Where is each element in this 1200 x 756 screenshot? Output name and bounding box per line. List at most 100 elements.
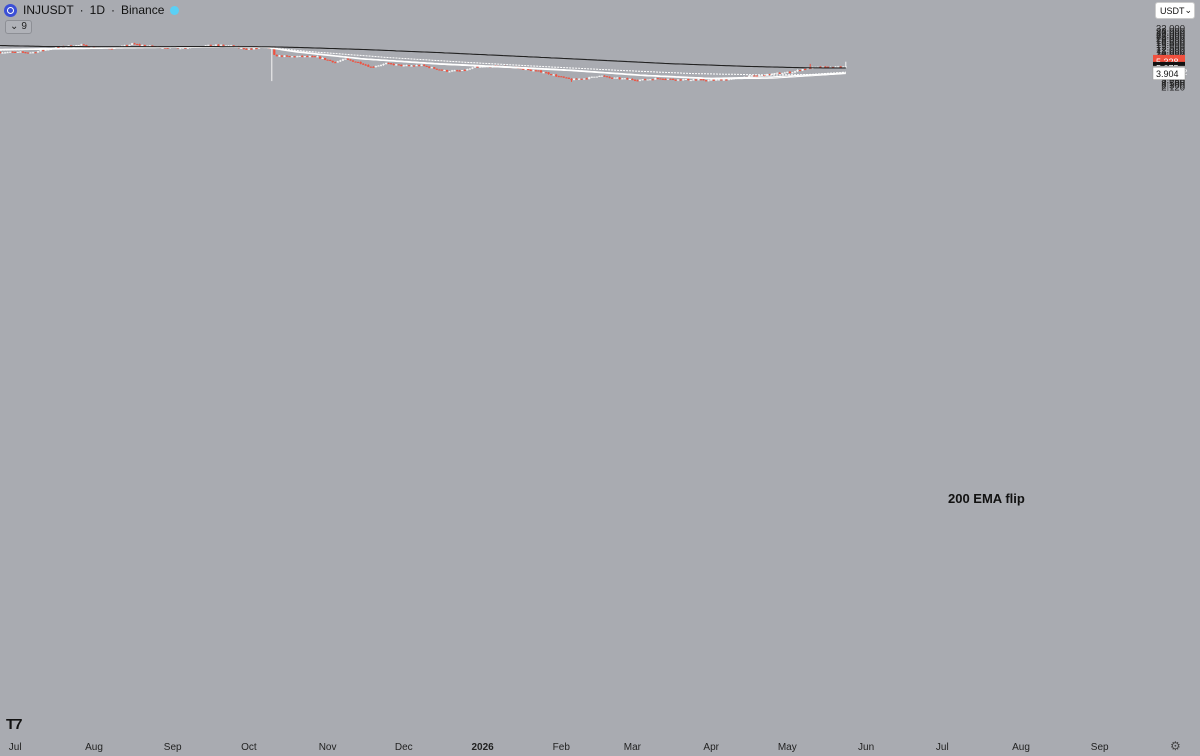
candle bbox=[661, 78, 664, 80]
candle bbox=[524, 69, 527, 71]
candle bbox=[532, 69, 535, 72]
x-tick-label: Sep bbox=[1091, 742, 1109, 753]
indicator-count: 9 bbox=[21, 21, 27, 32]
candle bbox=[308, 55, 311, 58]
candle bbox=[390, 63, 393, 65]
candle bbox=[349, 59, 352, 61]
candle bbox=[296, 55, 299, 58]
candle bbox=[605, 76, 609, 78]
candle bbox=[654, 77, 657, 80]
candle bbox=[291, 56, 294, 58]
candle bbox=[16, 51, 19, 53]
candle bbox=[405, 64, 408, 67]
candle bbox=[136, 43, 139, 46]
candle bbox=[595, 76, 598, 78]
candle bbox=[293, 56, 296, 58]
candle bbox=[776, 72, 779, 74]
candle bbox=[397, 64, 400, 66]
candle bbox=[626, 77, 629, 80]
candle bbox=[423, 64, 426, 67]
candle bbox=[326, 59, 329, 61]
x-tick-label: Apr bbox=[703, 742, 719, 753]
candle bbox=[837, 65, 840, 68]
candle bbox=[445, 69, 449, 72]
candle bbox=[608, 76, 611, 79]
candle bbox=[14, 51, 17, 53]
y-tick-label: 13.500 bbox=[1156, 42, 1185, 53]
candle bbox=[410, 65, 413, 67]
candle bbox=[613, 77, 616, 79]
candle bbox=[179, 48, 182, 50]
candle bbox=[705, 80, 708, 82]
candle bbox=[9, 51, 12, 53]
candle bbox=[555, 73, 558, 77]
candle bbox=[773, 73, 776, 75]
candle bbox=[659, 78, 662, 80]
candle bbox=[344, 58, 347, 60]
candle bbox=[463, 69, 466, 72]
time-axis: Jul Aug Sep Oct Nov Dec 2026 Feb Mar Apr May Jun Jul… bbox=[9, 742, 1109, 753]
gear-icon[interactable]: ⚙ bbox=[1170, 739, 1181, 753]
y-tick-label: 16.500 bbox=[1156, 38, 1185, 49]
ribbon-price-label: 3.904 bbox=[1152, 67, 1186, 80]
candle bbox=[453, 69, 456, 72]
candle bbox=[753, 75, 756, 77]
candle bbox=[219, 44, 223, 46]
candle bbox=[222, 44, 225, 46]
candle bbox=[570, 78, 573, 82]
indicators-toggle[interactable]: ⌄ 9 bbox=[5, 20, 32, 34]
candle bbox=[583, 78, 586, 80]
x-tick-label: Oct bbox=[241, 742, 257, 753]
x-tick-label: Feb bbox=[553, 742, 571, 753]
candle bbox=[0, 51, 2, 54]
candle bbox=[466, 68, 469, 71]
chevron-down-icon: ⌄ bbox=[1184, 5, 1193, 15]
y-tick-label: 2.120 bbox=[1161, 82, 1185, 93]
annotation-text: 200 EMA flip bbox=[948, 491, 1025, 506]
candle bbox=[354, 61, 357, 63]
candle bbox=[791, 71, 794, 74]
candle bbox=[666, 78, 670, 80]
candle bbox=[313, 56, 316, 58]
tradingview-logo-icon[interactable]: T7 bbox=[6, 716, 22, 733]
candle bbox=[771, 73, 774, 76]
currency-selector[interactable]: USDT ⌄ bbox=[1155, 2, 1195, 19]
candle bbox=[590, 76, 593, 78]
candle bbox=[415, 64, 418, 67]
candle bbox=[245, 48, 248, 50]
candle bbox=[400, 64, 403, 67]
candle bbox=[722, 79, 725, 81]
candle bbox=[471, 67, 474, 70]
candle bbox=[42, 49, 45, 52]
candle bbox=[392, 63, 395, 66]
symbol-name[interactable]: INJUSDT bbox=[23, 3, 74, 17]
candle bbox=[138, 43, 141, 46]
candle bbox=[451, 69, 454, 72]
candle bbox=[575, 78, 578, 80]
ema200-line bbox=[0, 44, 846, 69]
candle bbox=[252, 47, 256, 50]
candle bbox=[6, 51, 9, 54]
candle bbox=[636, 79, 639, 82]
candle bbox=[796, 69, 799, 72]
candle bbox=[77, 45, 80, 47]
interval[interactable]: 1D bbox=[89, 3, 106, 17]
candle bbox=[565, 77, 568, 79]
live-dot-icon bbox=[170, 5, 180, 15]
y-tick-label: 24.000 bbox=[1156, 30, 1185, 41]
y-tick-label: 3.000 bbox=[1161, 75, 1185, 86]
candle bbox=[567, 77, 570, 79]
candle bbox=[684, 78, 687, 80]
candle bbox=[783, 71, 786, 74]
candle bbox=[534, 69, 537, 72]
candle bbox=[385, 62, 388, 65]
candle bbox=[346, 58, 350, 60]
candle bbox=[31, 51, 35, 54]
candle bbox=[306, 55, 309, 58]
candle bbox=[402, 64, 405, 67]
candle bbox=[123, 44, 126, 47]
candle bbox=[334, 61, 337, 64]
candle bbox=[725, 79, 728, 81]
